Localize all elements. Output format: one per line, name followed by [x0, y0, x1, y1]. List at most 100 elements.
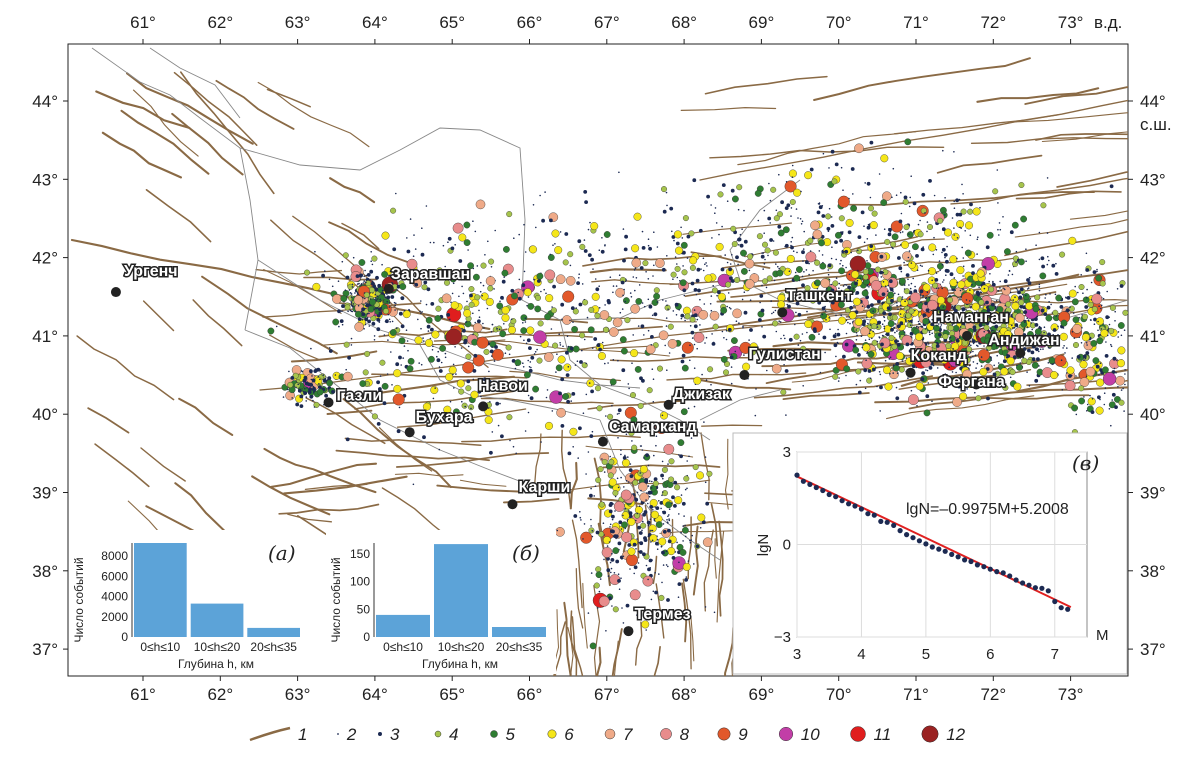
epicenter-class2	[1007, 274, 1010, 276]
inset-c-xlabel: M	[1096, 627, 1109, 644]
epicenter-class2	[651, 539, 654, 542]
epicenter-class2	[878, 173, 881, 175]
epicenter-class2	[743, 209, 745, 212]
epicenter-class3	[693, 324, 698, 329]
legend-symbol-class2	[337, 733, 339, 735]
epicenter-class2	[869, 329, 872, 331]
epicenter-class2	[869, 196, 872, 199]
epicenter-class2	[702, 257, 705, 260]
epicenter-class2	[969, 289, 971, 291]
epicenter-class2	[653, 264, 655, 267]
epicenter-class2	[988, 321, 991, 323]
epicenter-class2	[627, 510, 630, 512]
epicenter-class3	[386, 295, 391, 300]
epicenter-class3	[617, 579, 621, 583]
epicenter-class6	[641, 620, 650, 629]
epicenter-class2	[860, 335, 863, 338]
epicenter-class2	[1044, 297, 1046, 299]
epicenter-class6	[554, 246, 563, 255]
epicenter-class2	[523, 339, 525, 342]
epicenter-class2	[666, 519, 668, 521]
border-line	[699, 389, 781, 421]
epicenter-class5	[399, 283, 407, 290]
lon-tick-bottom: 65°	[439, 685, 465, 704]
epicenter-class2	[899, 324, 901, 327]
epicenter-class2	[570, 400, 572, 402]
epicenter-class4	[535, 294, 542, 301]
epicenter-class6	[956, 266, 965, 275]
epicenter-class2	[827, 269, 830, 271]
fault-line	[268, 334, 321, 361]
epicenter-class2	[515, 452, 517, 455]
epicenter-class2	[1072, 312, 1075, 314]
epicenter-class2	[966, 388, 968, 390]
epicenter-class2	[681, 237, 684, 239]
epicenter-class7	[353, 295, 364, 305]
epicenter-class2	[950, 340, 953, 342]
epicenter-class3	[905, 342, 910, 347]
epicenter-class2	[1026, 371, 1028, 373]
epicenter-class6	[448, 366, 457, 375]
epicenter-class3	[327, 376, 332, 381]
epicenter-class2	[742, 326, 744, 329]
epicenter-class3	[589, 434, 594, 438]
epicenter-class2	[572, 321, 574, 323]
epicenter-class2	[1063, 345, 1065, 347]
epicenter-class7	[667, 338, 678, 349]
epicenter-class6	[634, 506, 643, 515]
epicenter-class2	[356, 283, 359, 285]
epicenter-class2	[915, 366, 917, 369]
epicenter-class2	[618, 171, 620, 174]
epicenter-class2	[838, 287, 840, 290]
epicenter-class3	[866, 225, 871, 230]
epicenter-class5	[544, 313, 551, 321]
epicenter-class2	[951, 307, 953, 309]
epicenter-class2	[536, 348, 538, 351]
epicenter-class2	[599, 578, 602, 580]
epicenter-class2	[830, 283, 832, 286]
epicenter-class2	[652, 275, 654, 277]
epicenter-class4	[1018, 299, 1025, 306]
epicenter-class5	[406, 365, 414, 372]
epicenter-class2	[866, 238, 869, 240]
epicenter-class5	[267, 327, 275, 335]
epicenter-class5	[887, 291, 895, 299]
epicenter-class2	[522, 322, 524, 324]
epicenter-class6	[951, 232, 960, 241]
epicenter-class2	[1029, 298, 1032, 300]
epicenter-class6	[900, 298, 909, 307]
epicenter-class2	[802, 260, 804, 262]
epicenter-class2	[378, 321, 381, 323]
epicenter-class4	[474, 294, 481, 301]
epicenter-class2	[491, 355, 493, 357]
epicenter-class2	[845, 374, 847, 377]
epicenter-class2	[896, 372, 899, 375]
epicenter-class2	[386, 373, 389, 375]
epicenter-class6	[979, 367, 988, 376]
epicenter-class2	[1048, 259, 1050, 262]
epicenter-class2	[893, 326, 895, 329]
epicenter-class2	[868, 338, 871, 341]
epicenter-class2	[878, 337, 881, 339]
epicenter-class2	[403, 345, 406, 347]
legend-label: 7	[623, 725, 633, 744]
epicenter-class8	[908, 394, 919, 405]
epicenter-class3	[620, 280, 625, 285]
epicenter-class2	[627, 456, 629, 458]
epicenter-class5	[1020, 215, 1027, 223]
epicenter-class2	[699, 324, 701, 326]
epicenter-class6	[402, 310, 411, 319]
epicenter-class2	[647, 278, 650, 280]
fault-line	[522, 318, 589, 324]
epicenter-class2	[1120, 334, 1123, 337]
epicenter-class2	[661, 414, 664, 417]
epicenter-class3	[644, 479, 649, 484]
epicenter-class3	[600, 249, 605, 254]
epicenter-class5	[832, 366, 840, 374]
inset-b-xlabel: Глубина h, км	[422, 657, 498, 671]
epicenter-class2	[662, 477, 664, 480]
epicenter-class3	[839, 238, 843, 243]
epicenter-class2	[883, 320, 886, 322]
epicenter-class2	[1080, 342, 1083, 344]
epicenter-class2	[1110, 345, 1113, 348]
